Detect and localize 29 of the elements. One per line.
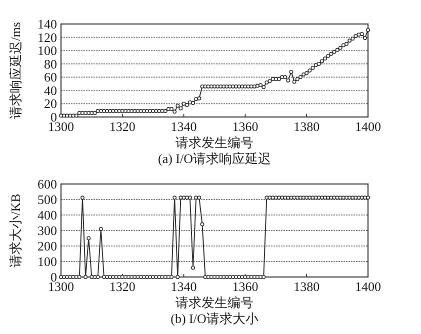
y-tick-label: 80 — [44, 56, 57, 72]
y-tick-label: 100 — [38, 254, 57, 269]
x-tick-label: 1400 — [355, 279, 381, 294]
x-tick-label: 1340 — [170, 119, 197, 134]
text: (b) I/O请求大小 — [170, 311, 258, 326]
y-axis-title: 请求响应延迟/ms — [8, 22, 23, 119]
y-tick-label: 60 — [44, 70, 57, 85]
y-tick-label: 400 — [38, 208, 57, 222]
x-tick-label: 1400 — [355, 119, 381, 134]
y-tick-label: 200 — [38, 238, 57, 254]
x-tick-label: 1380 — [294, 119, 320, 134]
y-tick-label: 100 — [38, 43, 57, 58]
y-tick-label: 600 — [38, 176, 57, 192]
y-tick-label: 300 — [38, 223, 57, 238]
x-tick-label: 1320 — [109, 279, 136, 294]
y-tick-label: 40 — [44, 82, 57, 98]
x-axis-title: 请求发生编号 — [176, 295, 254, 310]
y-tick-label: 20 — [44, 96, 57, 112]
x-tick-label: 1320 — [109, 119, 136, 134]
x-tick-label: 1360 — [232, 279, 258, 294]
text: (a) I/O请求响应延迟 — [158, 151, 272, 166]
x-axis-title: 请求发生编号 — [176, 135, 254, 150]
x-tick-label: 1380 — [294, 279, 320, 294]
x-tick-label: 1360 — [232, 119, 258, 134]
y-tick-label: 500 — [38, 192, 57, 207]
y-tick-label: 140 — [38, 16, 57, 32]
y-axis-title: 请求大小/KB — [8, 193, 23, 268]
y-tick-label: 120 — [38, 30, 57, 45]
x-tick-label: 1340 — [170, 279, 197, 294]
